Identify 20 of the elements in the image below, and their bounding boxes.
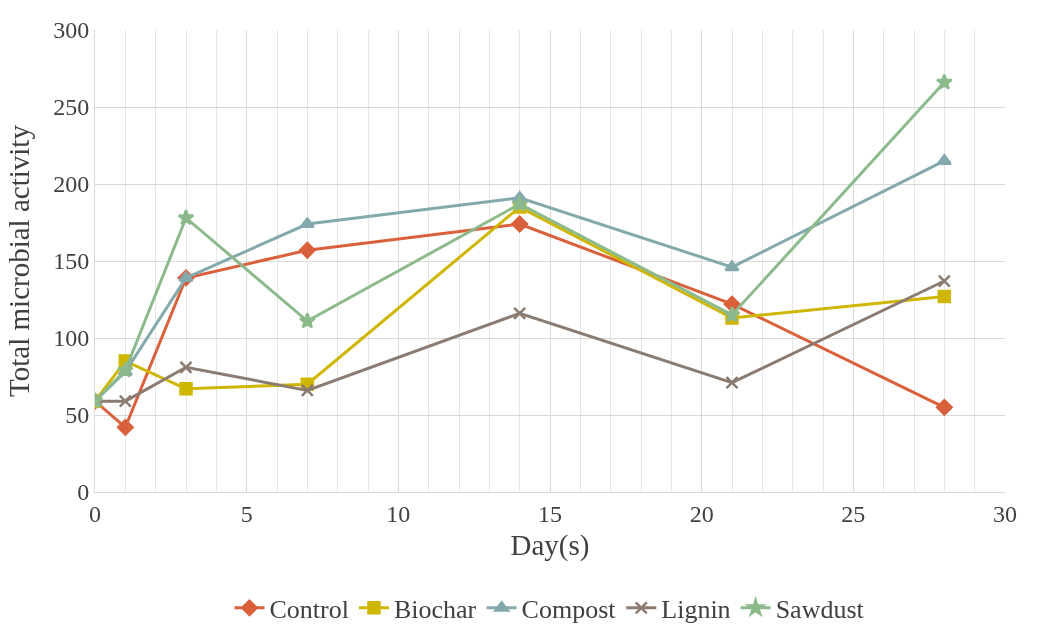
y-tick-label: 50 xyxy=(65,402,90,429)
x-tick-label: 25 xyxy=(841,500,866,527)
legend-label: Biochar xyxy=(393,594,477,624)
y-tick-label: 150 xyxy=(53,248,90,275)
legend-label: Control xyxy=(269,594,349,624)
y-tick-label: 100 xyxy=(53,325,90,352)
x-tick-label: 15 xyxy=(538,500,562,527)
y-axis-title: Total microbial activity xyxy=(2,124,35,397)
y-tick-label: 250 xyxy=(53,94,90,121)
x-axis-title: Day(s) xyxy=(510,528,590,562)
x-tick-label: 20 xyxy=(689,500,714,527)
y-tick-label: 0 xyxy=(77,479,90,506)
x-tick-label: 30 xyxy=(993,500,1017,527)
y-tick-label: 300 xyxy=(53,17,90,44)
legend-label: Sawdust xyxy=(775,594,865,624)
legend-label: Compost xyxy=(521,594,617,624)
legend-label: Lignin xyxy=(661,594,731,624)
x-tick-label: 5 xyxy=(240,500,253,527)
x-tick-label: 10 xyxy=(386,500,411,527)
y-tick-label: 200 xyxy=(53,171,90,198)
